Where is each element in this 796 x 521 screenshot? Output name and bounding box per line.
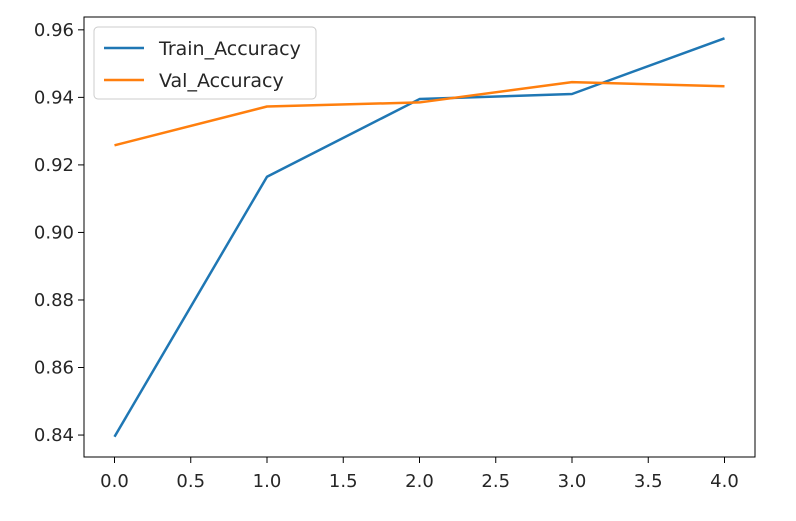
legend-label-val-accuracy: Val_Accuracy xyxy=(159,70,284,92)
plot-frame xyxy=(83,16,756,458)
x-tick-label: 1.0 xyxy=(253,471,282,492)
x-tick-label: 2.0 xyxy=(405,471,434,492)
y-axis: 0.84 0.86 0.88 0.90 0.92 0.94 0.96 xyxy=(34,20,84,446)
x-tick-label: 3.5 xyxy=(634,471,663,492)
y-tick-label: 0.88 xyxy=(34,290,74,311)
y-tick-label: 0.84 xyxy=(34,425,74,446)
x-axis: 0.0 0.5 1.0 1.5 2.0 2.5 3.0 3.5 4.0 xyxy=(100,457,739,492)
y-tick-label: 0.94 xyxy=(34,87,74,108)
x-tick-label: 1.5 xyxy=(329,471,358,492)
legend-box xyxy=(93,26,317,100)
series-layer xyxy=(113,37,725,438)
x-tick-label: 3.0 xyxy=(558,471,587,492)
y-tick-label: 0.86 xyxy=(34,358,74,379)
y-tick-label: 0.90 xyxy=(34,222,74,243)
y-tick-label: 0.96 xyxy=(34,20,74,41)
x-tick-label: 0.0 xyxy=(100,471,129,492)
legend: Train_Accuracy Val_Accuracy xyxy=(93,26,317,100)
x-tick-label: 2.5 xyxy=(481,471,510,492)
x-tick-label: 4.0 xyxy=(710,471,739,492)
x-tick-label: 0.5 xyxy=(176,471,205,492)
y-tick-label: 0.92 xyxy=(34,155,74,176)
legend-label-train-accuracy: Train_Accuracy xyxy=(158,38,301,60)
